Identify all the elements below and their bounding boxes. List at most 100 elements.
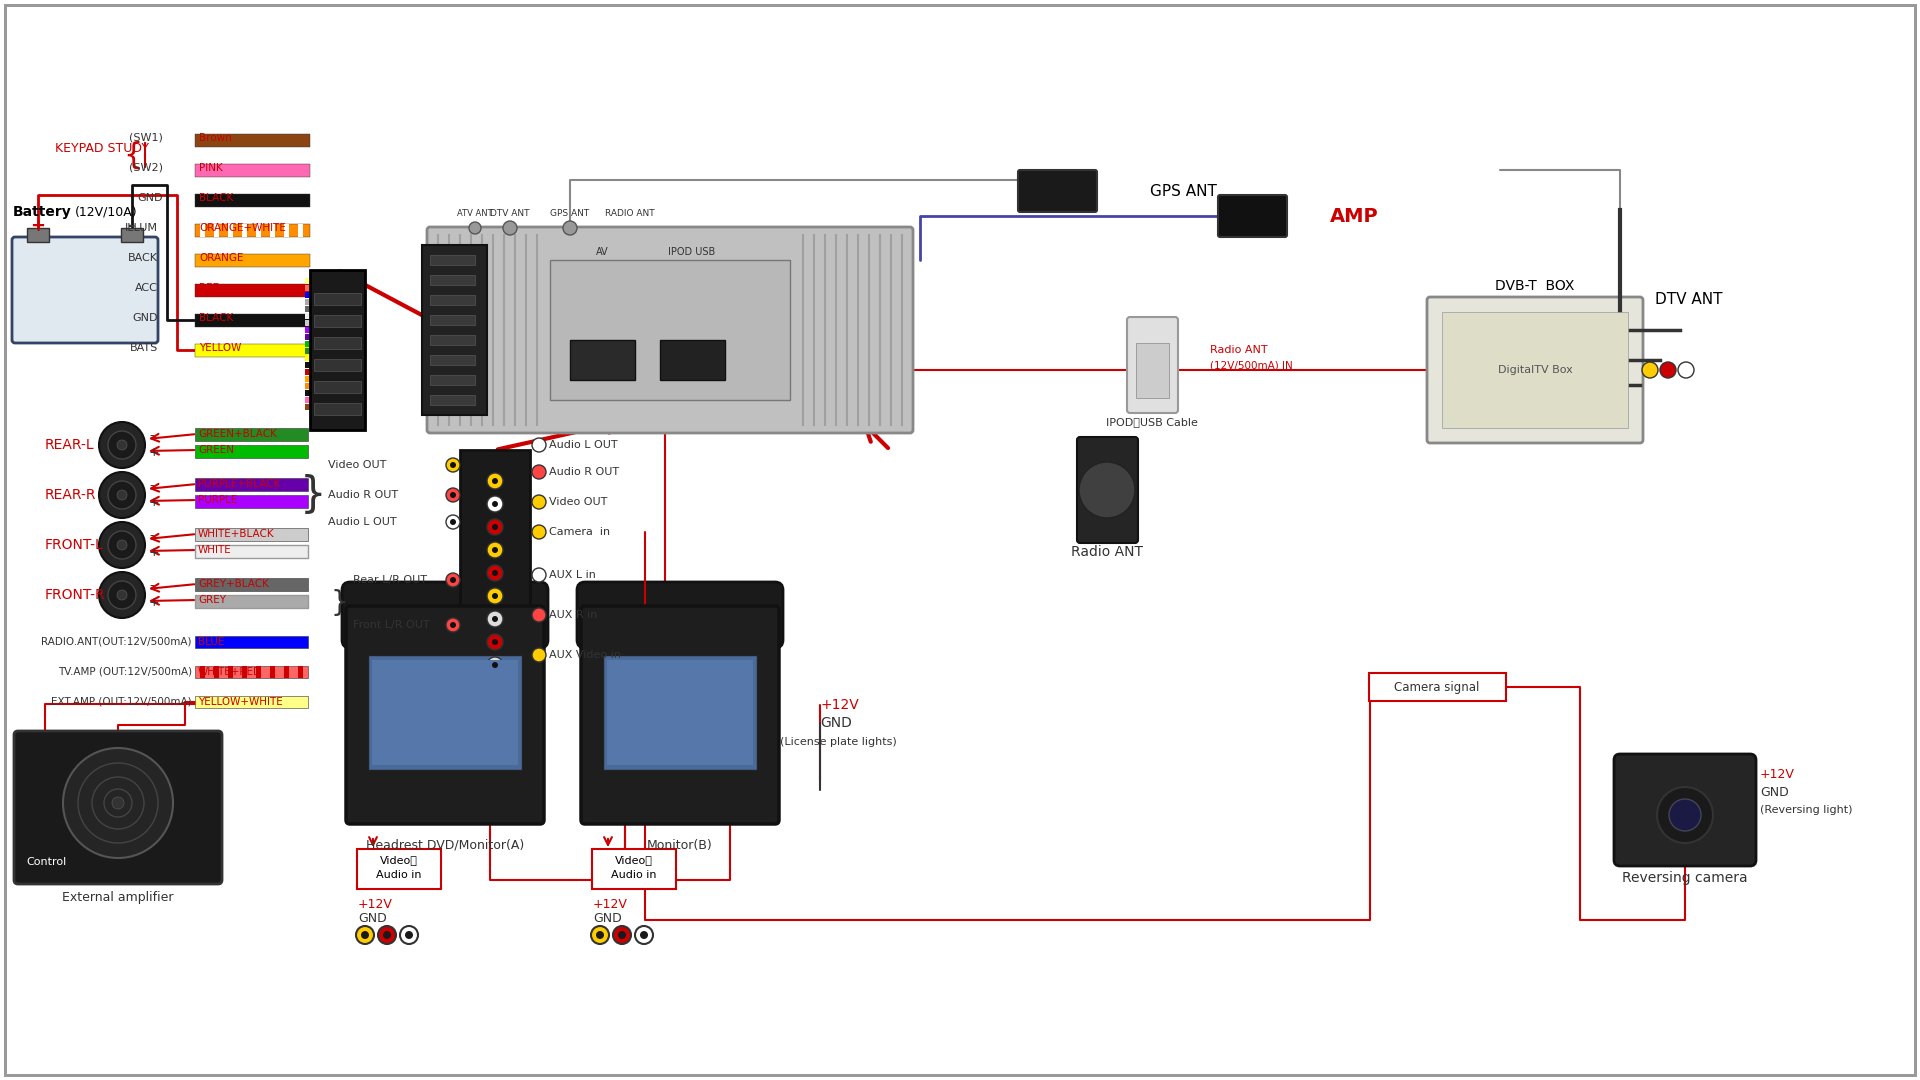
Bar [305, 292, 309, 298]
Text: DTV ANT: DTV ANT [490, 210, 530, 218]
Bar [607, 660, 753, 765]
Text: Video OUT: Video OUT [549, 497, 607, 507]
Bar [305, 285, 309, 291]
Text: Brown: Brown [200, 133, 232, 143]
Circle shape [488, 473, 503, 489]
Bar [298, 666, 303, 678]
Text: DigitalTV Box: DigitalTV Box [1498, 365, 1572, 375]
Bar [196, 495, 307, 508]
Text: GPS ANT: GPS ANT [551, 210, 589, 218]
Text: GPS ANT: GPS ANT [1150, 184, 1217, 199]
Bar [200, 666, 205, 678]
Circle shape [63, 748, 173, 858]
Bar [1137, 343, 1169, 399]
Bar [305, 299, 309, 305]
Bar [196, 696, 307, 708]
Bar [305, 320, 309, 326]
FancyBboxPatch shape [1369, 673, 1505, 701]
Text: GND: GND [1761, 785, 1789, 798]
Circle shape [1668, 799, 1701, 831]
Text: PINK: PINK [200, 163, 223, 173]
Circle shape [492, 593, 497, 599]
Circle shape [492, 524, 497, 530]
Circle shape [100, 472, 146, 518]
Circle shape [492, 478, 497, 484]
Text: KEYPAD STUDY: KEYPAD STUDY [56, 141, 150, 154]
Circle shape [492, 616, 497, 622]
Text: +: + [150, 497, 159, 510]
Text: Battery: Battery [13, 205, 71, 219]
Bar [305, 376, 309, 382]
Bar [228, 224, 232, 237]
Bar [461, 450, 530, 680]
Bar [27, 228, 50, 242]
Text: FRONT-L: FRONT-L [44, 538, 104, 552]
Text: BLUE: BLUE [198, 637, 225, 647]
Circle shape [563, 221, 578, 235]
Circle shape [108, 431, 136, 459]
Bar [271, 224, 275, 237]
Bar [422, 245, 488, 415]
Bar [200, 224, 205, 237]
Text: -: - [150, 430, 154, 443]
Bar [305, 334, 309, 340]
Text: Audio in: Audio in [376, 870, 422, 880]
FancyBboxPatch shape [1615, 754, 1757, 866]
Bar [315, 359, 361, 372]
Bar [298, 224, 303, 237]
Text: (SW1): (SW1) [129, 133, 163, 143]
Text: RED: RED [200, 283, 221, 293]
Bar [430, 275, 474, 285]
Text: ILLUM: ILLUM [125, 222, 157, 233]
Bar [305, 348, 309, 354]
FancyBboxPatch shape [582, 606, 780, 824]
Circle shape [355, 926, 374, 944]
Bar [305, 278, 309, 284]
Text: GND: GND [132, 313, 157, 323]
Bar [305, 327, 309, 333]
Circle shape [100, 522, 146, 568]
Bar [228, 666, 232, 678]
Bar [196, 666, 307, 678]
Circle shape [532, 438, 545, 453]
Bar [196, 445, 307, 458]
Circle shape [488, 519, 503, 535]
Text: GND: GND [593, 912, 622, 924]
Circle shape [108, 481, 136, 509]
Text: YELLOW+WHITE: YELLOW+WHITE [198, 697, 282, 707]
Circle shape [532, 568, 545, 582]
Bar [196, 478, 307, 491]
Circle shape [612, 926, 632, 944]
FancyBboxPatch shape [357, 849, 442, 889]
Circle shape [1678, 362, 1693, 378]
FancyBboxPatch shape [13, 731, 223, 885]
Text: +12V: +12V [820, 698, 858, 712]
FancyBboxPatch shape [346, 606, 543, 824]
Bar [196, 528, 307, 541]
Text: }: } [330, 589, 348, 617]
Text: -: - [150, 580, 154, 593]
Bar [430, 295, 474, 305]
Text: +: + [150, 546, 159, 559]
Bar [255, 224, 261, 237]
Text: AUX L in: AUX L in [549, 570, 595, 580]
Bar [196, 595, 307, 608]
Circle shape [488, 496, 503, 512]
Circle shape [1661, 362, 1676, 378]
Text: WHITE+BLACK: WHITE+BLACK [198, 529, 275, 539]
Bar [305, 355, 309, 361]
Bar [196, 636, 307, 648]
Bar [305, 369, 309, 375]
Text: Camera signal: Camera signal [1394, 680, 1480, 693]
Text: Video、: Video、 [380, 855, 419, 865]
Circle shape [488, 588, 503, 604]
Text: BLACK: BLACK [200, 193, 232, 203]
Circle shape [117, 440, 127, 450]
Circle shape [532, 465, 545, 480]
Text: (SW2): (SW2) [129, 163, 163, 173]
FancyBboxPatch shape [1217, 195, 1286, 237]
Bar [570, 340, 636, 380]
Text: RADIO ANT: RADIO ANT [605, 210, 655, 218]
Circle shape [100, 422, 146, 468]
Text: ACC: ACC [134, 283, 157, 293]
